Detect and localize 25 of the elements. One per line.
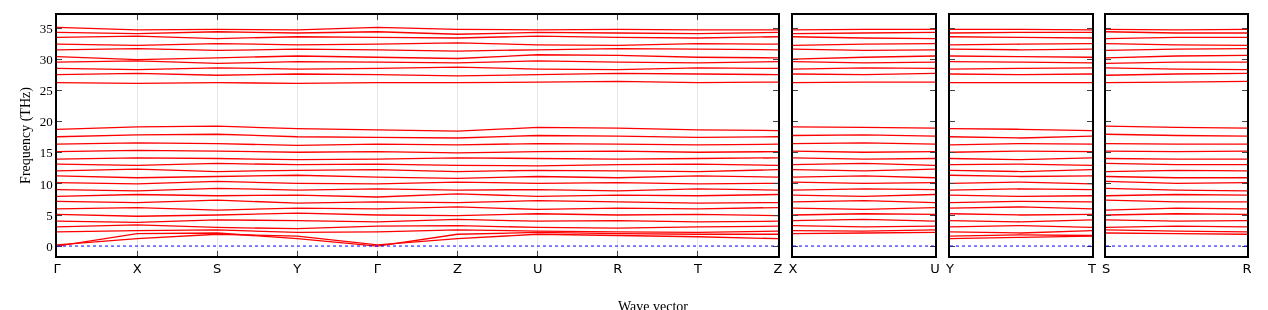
x-tick-label: Γ — [373, 261, 382, 277]
y-tick-label: 0 — [46, 238, 53, 254]
y-tick-label: 35 — [39, 21, 53, 37]
x-tick-label: Y — [945, 261, 955, 277]
x-tick-label: S — [1101, 261, 1111, 277]
x-tick-label: U — [532, 261, 543, 277]
x-tick-label: X — [132, 261, 142, 277]
x-tick-label: S — [213, 261, 222, 277]
x-tick-label: R — [613, 261, 623, 277]
y-tick-label: 5 — [46, 207, 53, 223]
y-tick-label: 10 — [39, 176, 53, 192]
x-tick-label: Z — [773, 261, 783, 277]
x-tick-label: T — [1087, 261, 1097, 277]
y-axis-title: Frequency (THz) — [17, 86, 34, 184]
y-tick-label: 15 — [39, 145, 53, 161]
x-tick-label: X — [788, 261, 798, 277]
y-tick-label: 30 — [39, 52, 53, 68]
x-tick-label: T — [692, 261, 702, 277]
x-tick-label: R — [1242, 261, 1252, 277]
x-tick-label: Y — [292, 261, 302, 277]
x-tick-label: Γ — [53, 261, 62, 277]
y-tick-label: 25 — [39, 83, 53, 99]
y-tick-label: 20 — [39, 114, 53, 130]
x-tick-label: U — [930, 261, 940, 277]
x-tick-label: Z — [453, 261, 463, 277]
